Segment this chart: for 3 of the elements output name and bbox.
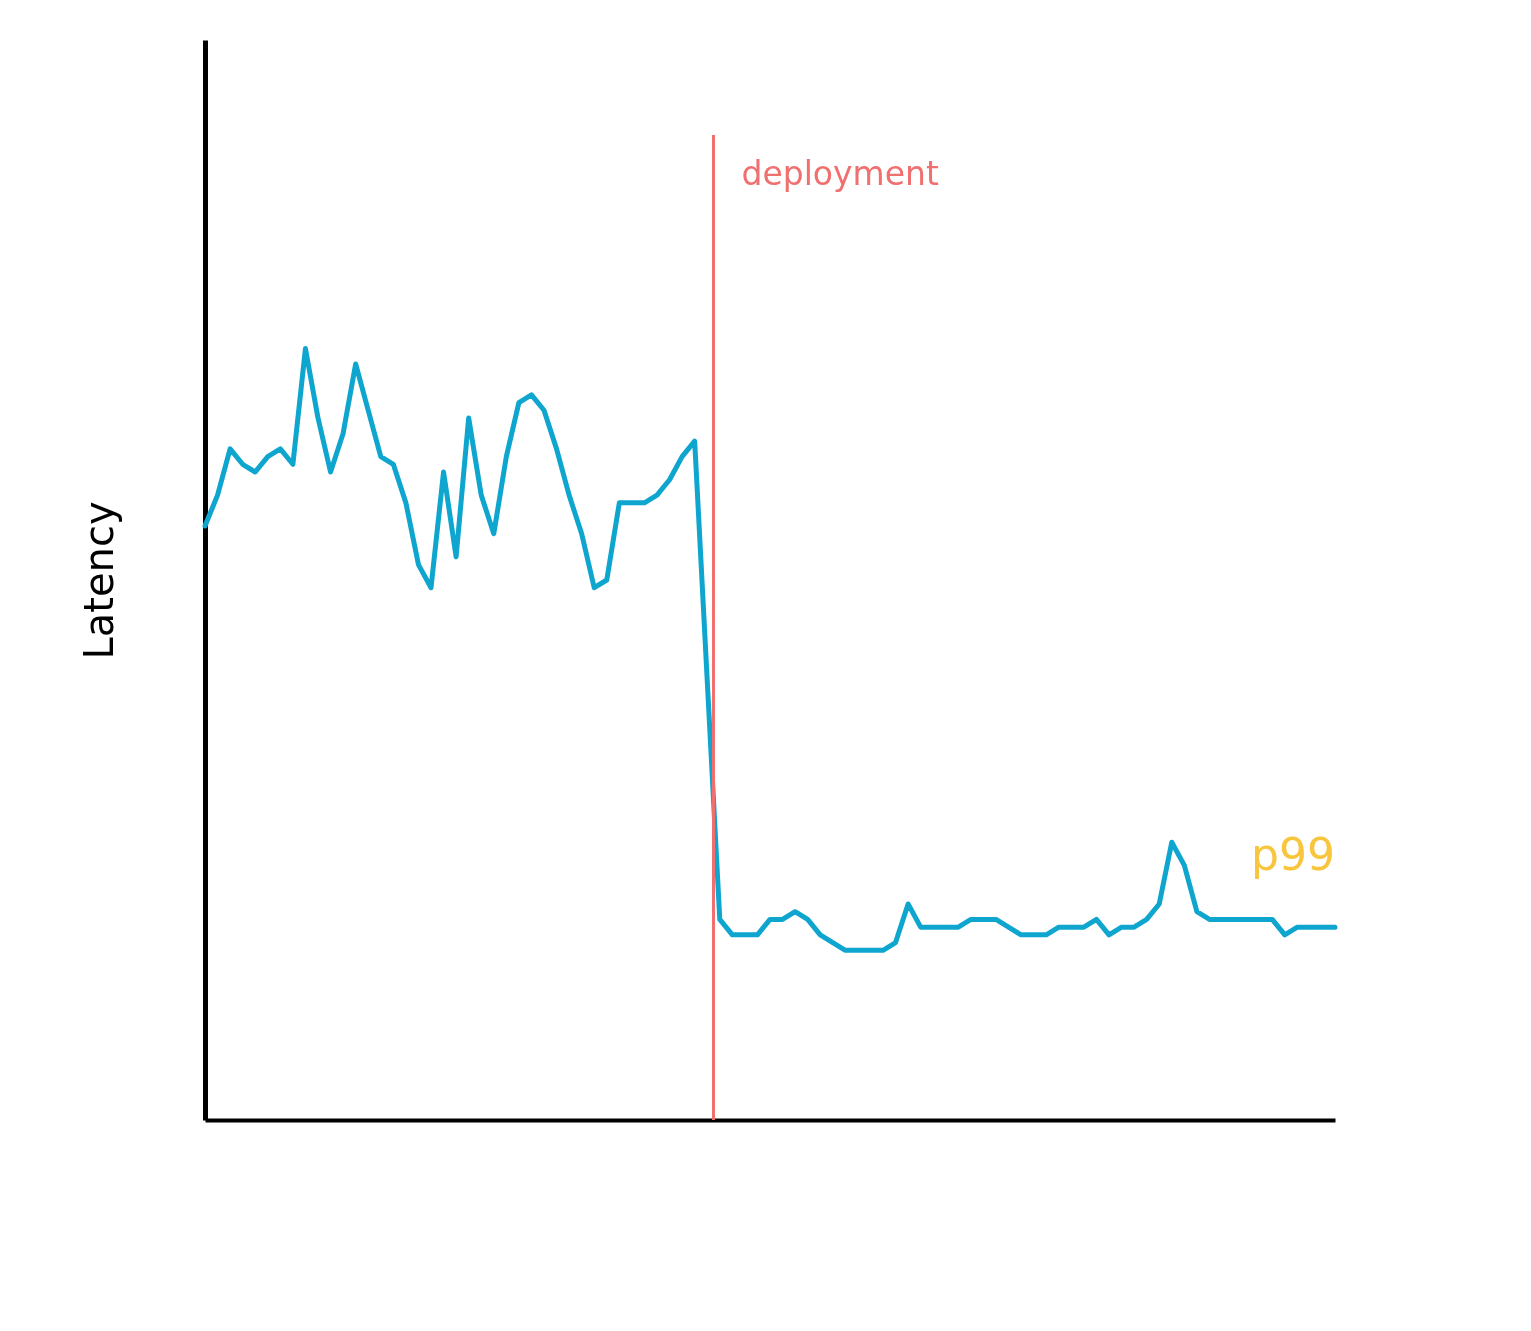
series-label: p99 <box>1251 829 1335 881</box>
y-axis-title: Latency <box>75 501 122 660</box>
text: deployment <box>741 154 939 193</box>
